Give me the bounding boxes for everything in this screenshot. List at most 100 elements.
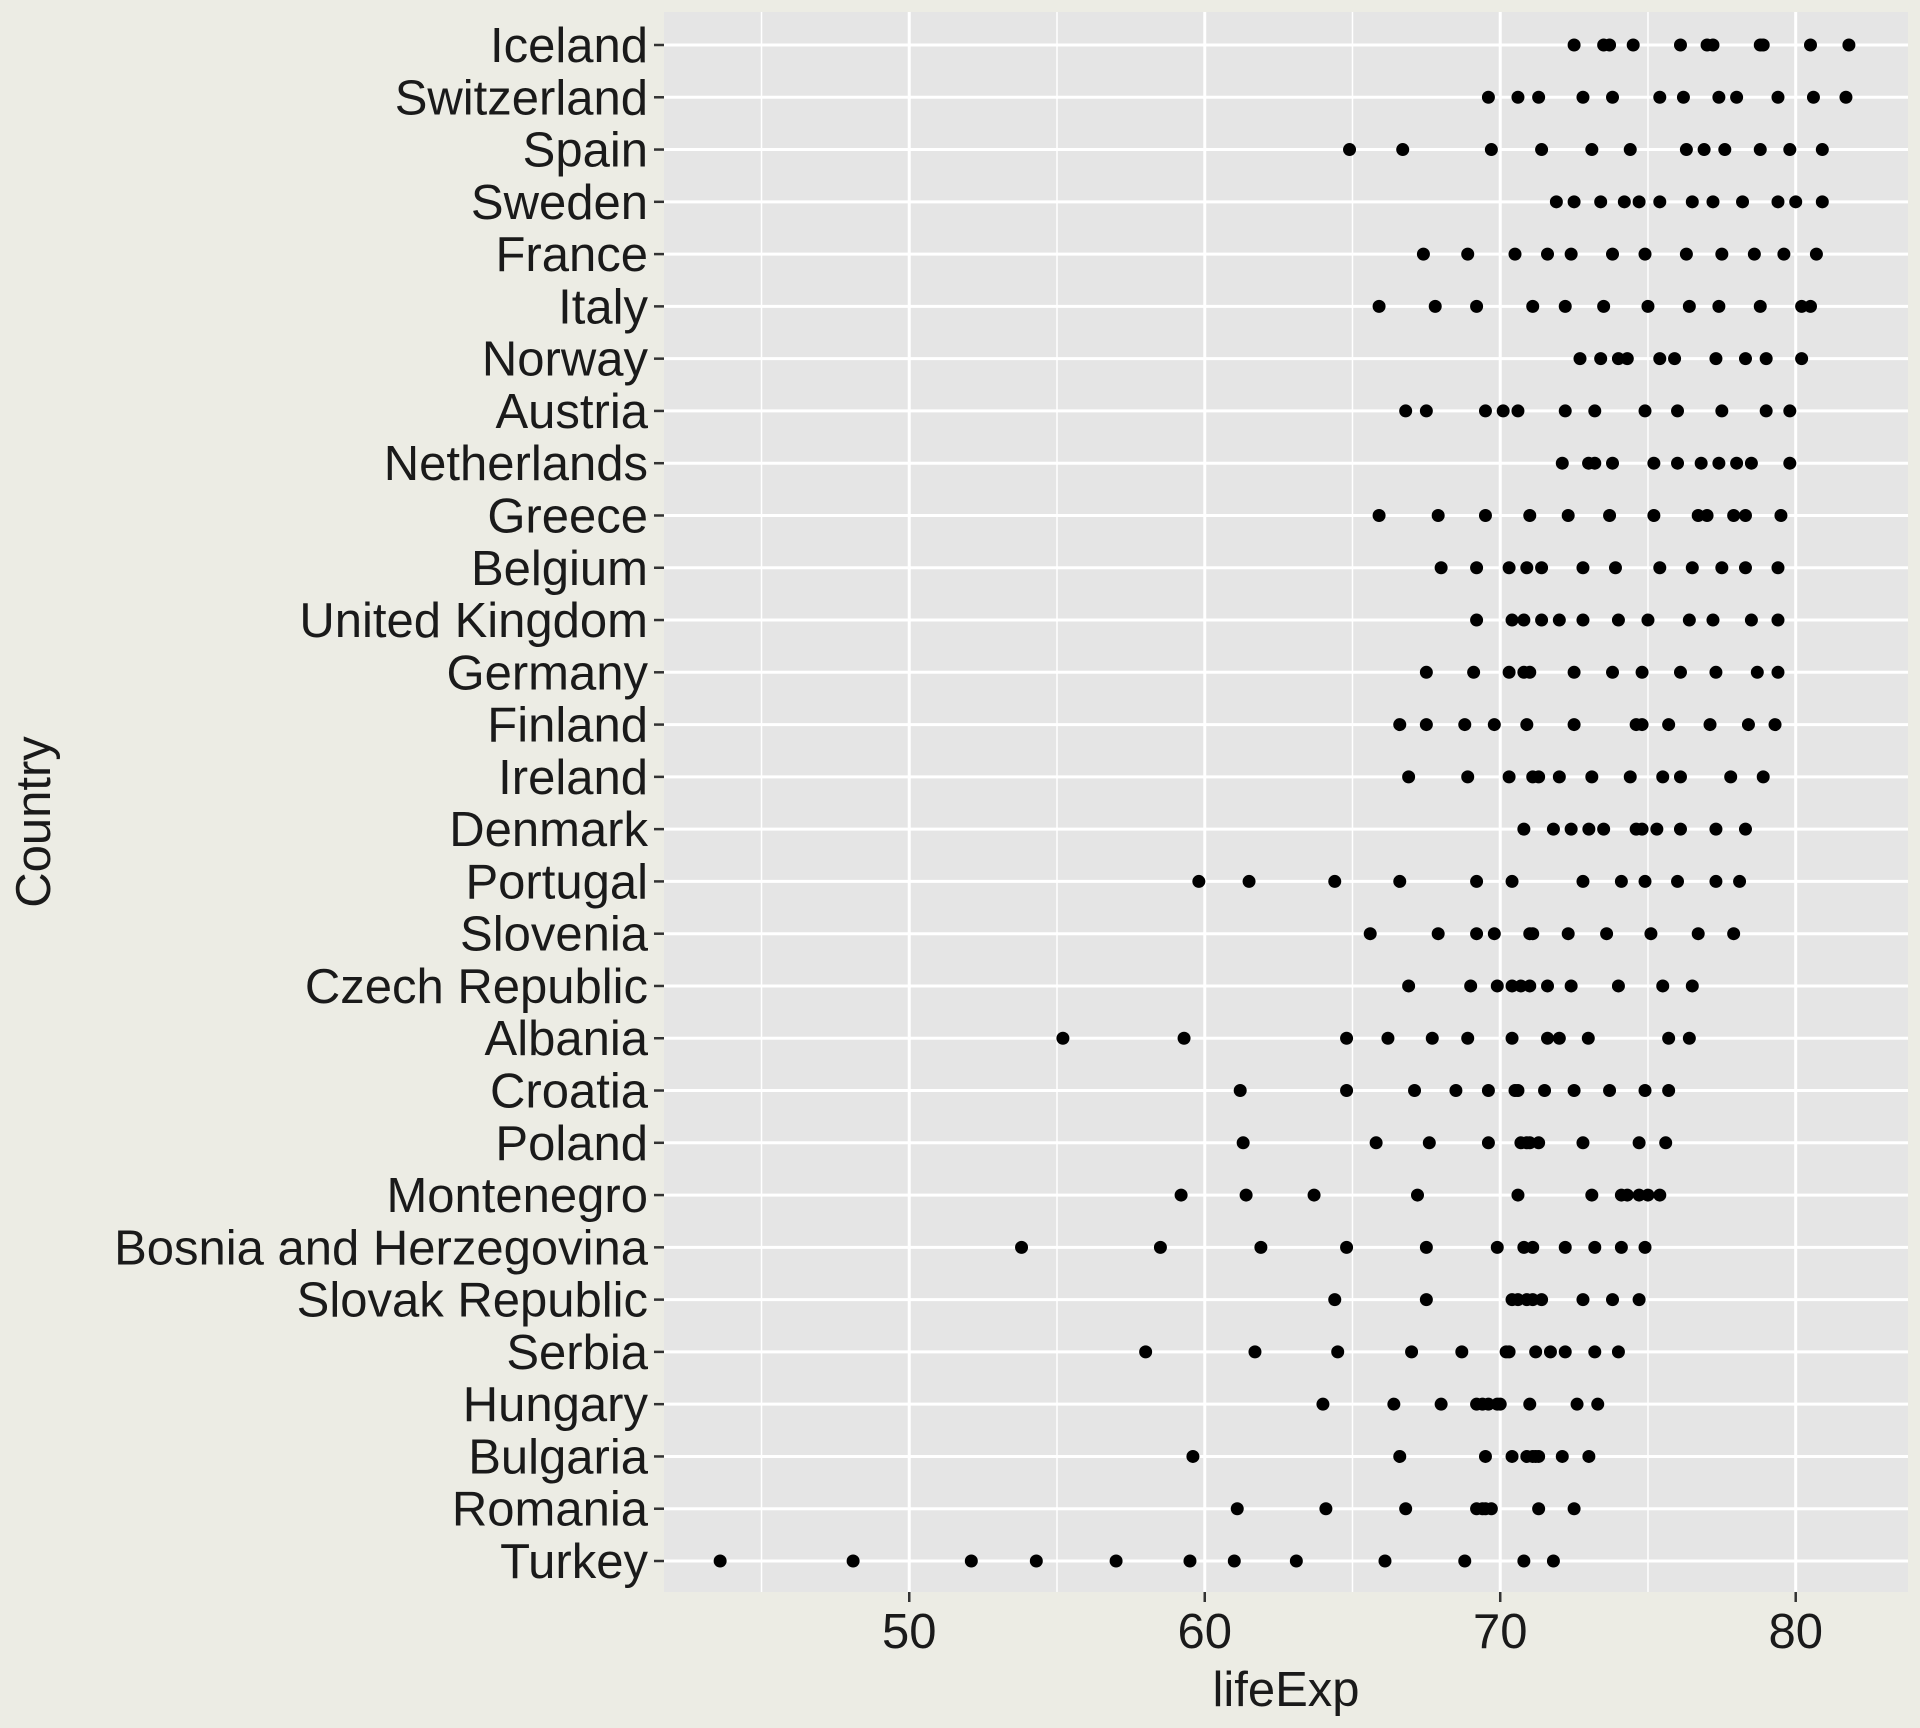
data-point <box>1502 665 1516 679</box>
data-point <box>1393 718 1407 732</box>
data-point <box>1795 352 1809 366</box>
data-point <box>1709 352 1723 366</box>
data-point <box>1555 456 1569 470</box>
y-tick-label: Belgium <box>471 542 648 596</box>
data-point <box>1771 195 1785 209</box>
x-tick-label: 80 <box>1768 1605 1823 1659</box>
data-point <box>1706 38 1720 52</box>
data-point <box>1638 1240 1652 1254</box>
data-point <box>1727 927 1741 941</box>
data-point <box>1611 979 1625 993</box>
y-tick-label: Montenegro <box>386 1169 648 1223</box>
data-point <box>1541 1031 1555 1045</box>
data-point <box>1455 1345 1469 1359</box>
data-point <box>1738 508 1752 522</box>
data-point <box>1591 1397 1605 1411</box>
data-point <box>1576 1136 1590 1150</box>
data-point <box>1419 404 1433 418</box>
y-tick-label: Slovak Republic <box>297 1274 648 1328</box>
data-point <box>1546 822 1560 836</box>
plot-panel <box>664 12 1908 1592</box>
data-point <box>1783 404 1797 418</box>
data-point <box>1576 561 1590 575</box>
data-point <box>1715 561 1729 575</box>
data-point <box>1673 822 1687 836</box>
data-point <box>1564 979 1578 993</box>
data-point <box>1662 1084 1676 1098</box>
data-point <box>1614 874 1628 888</box>
data-point <box>1641 299 1655 313</box>
data-point <box>1724 770 1738 784</box>
data-point <box>1582 822 1596 836</box>
data-point <box>1626 38 1640 52</box>
data-point <box>1461 1031 1475 1045</box>
data-point <box>1552 1031 1566 1045</box>
y-tick-label: Ireland <box>498 751 648 805</box>
data-point <box>1511 404 1525 418</box>
data-point <box>1422 1136 1436 1150</box>
data-point <box>1597 299 1611 313</box>
data-point <box>1738 822 1752 836</box>
data-point <box>1768 718 1782 732</box>
data-point <box>1289 1554 1303 1568</box>
data-point <box>1564 822 1578 836</box>
data-point <box>1561 508 1575 522</box>
y-axis-title: Country <box>7 736 61 908</box>
y-tick-label: Italy <box>558 280 648 334</box>
data-point <box>1614 1240 1628 1254</box>
data-point <box>1242 874 1256 888</box>
y-tick-label: Hungary <box>463 1378 649 1432</box>
data-point <box>1706 195 1720 209</box>
data-point <box>1753 299 1767 313</box>
data-point <box>1611 613 1625 627</box>
data-point <box>1706 613 1720 627</box>
data-point <box>1316 1397 1330 1411</box>
data-point <box>1806 90 1820 104</box>
data-point <box>1484 143 1498 157</box>
data-point <box>1842 38 1856 52</box>
data-point <box>1532 1502 1546 1516</box>
data-point <box>1470 561 1484 575</box>
x-tick-label: 70 <box>1473 1605 1528 1659</box>
data-point <box>1502 1345 1516 1359</box>
y-tick-label: France <box>495 228 648 282</box>
data-point <box>1653 90 1667 104</box>
data-point <box>1653 352 1667 366</box>
data-point <box>1496 404 1510 418</box>
data-point <box>1744 456 1758 470</box>
data-point <box>1623 770 1637 784</box>
data-point <box>1505 613 1519 627</box>
data-point <box>1738 561 1752 575</box>
data-point <box>1523 508 1537 522</box>
data-point <box>1803 38 1817 52</box>
data-point <box>1673 770 1687 784</box>
data-point <box>1517 822 1531 836</box>
y-tick-label: United Kingdom <box>299 594 648 648</box>
data-point <box>1535 613 1549 627</box>
data-point <box>1449 1084 1463 1098</box>
data-point <box>1520 718 1534 732</box>
x-axis-title: lifeExp <box>1212 1663 1359 1717</box>
data-point <box>1623 143 1637 157</box>
data-point <box>1233 1084 1247 1098</box>
data-point <box>1736 195 1750 209</box>
y-tick-label: Bosnia and Herzegovina <box>114 1221 649 1275</box>
data-point <box>1387 1397 1401 1411</box>
data-point <box>1653 1188 1667 1202</box>
data-point <box>1478 404 1492 418</box>
data-point <box>1777 247 1791 261</box>
data-point <box>1555 1449 1569 1463</box>
minor-vertical-gridlines <box>760 12 1649 1592</box>
y-tick-label: Turkey <box>500 1535 648 1589</box>
data-point <box>1756 770 1770 784</box>
data-point <box>846 1554 860 1568</box>
data-point <box>1511 90 1525 104</box>
data-point <box>1461 770 1475 784</box>
y-tick-label: Greece <box>487 489 648 543</box>
data-point <box>1340 1031 1354 1045</box>
data-point <box>1419 1240 1433 1254</box>
y-tick-label: Poland <box>495 1117 648 1171</box>
data-point <box>1523 665 1537 679</box>
data-point <box>1567 195 1581 209</box>
data-point <box>1029 1554 1043 1568</box>
